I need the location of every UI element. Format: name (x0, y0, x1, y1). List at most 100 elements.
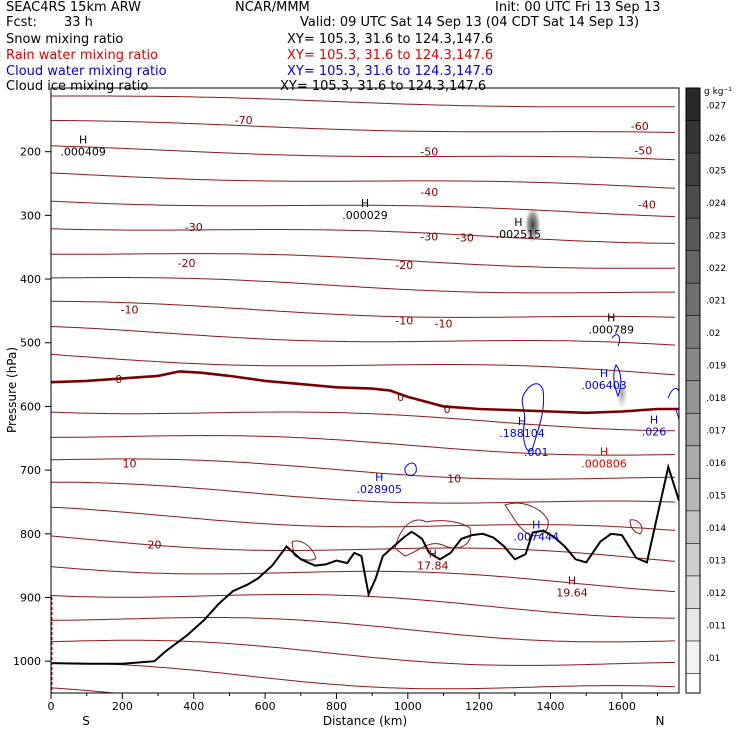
isotherm-line (51, 95, 675, 108)
y-tick-label: 200 (20, 146, 41, 159)
colorbar-tick-label: .014 (706, 524, 726, 534)
cloud-water-shading (615, 377, 628, 410)
colorbar-swatch (686, 88, 700, 121)
field-xy-rain: XY= 105.3, 31.6 to 124.3,147.6 (287, 48, 494, 63)
isotherm-line (51, 434, 676, 456)
maximum-marker: H (514, 216, 522, 229)
temperature-loop (504, 502, 549, 537)
isotherm-label: -70 (235, 114, 253, 127)
isotherm-line (51, 458, 675, 480)
colorbar-tick-label: .016 (706, 459, 726, 469)
isotherm-label: -40 (638, 199, 656, 212)
isotherm-line (51, 687, 119, 693)
colorbar-swatch (686, 575, 700, 609)
colorbar-tick-label: .024 (706, 199, 726, 209)
maximum-value: .007444 (514, 531, 560, 544)
maximum-marker: H (518, 415, 526, 428)
x-tick-label: 400 (183, 700, 204, 713)
isotherm-line (51, 639, 675, 666)
x-end-label-south: S (82, 714, 90, 728)
colorbar-swatch (686, 641, 700, 674)
colorbar-tick-label: .013 (706, 557, 726, 567)
field-name-cloud-ice: Cloud ice mixing ratio (6, 79, 149, 94)
maximum-value: .000409 (60, 145, 106, 158)
isotherm-label: -40 (420, 186, 438, 199)
isotherm-label: 0 (115, 373, 122, 386)
maximum-value: 19.64 (556, 587, 588, 600)
maximum-value: .026 (642, 426, 667, 439)
colorbar-swatch (686, 348, 700, 382)
x-tick-label: 0 (48, 700, 55, 713)
x-axis-label: Distance (km) (323, 714, 407, 728)
x-tick-label: 1600 (608, 700, 636, 713)
isotherm-line (51, 617, 676, 643)
colorbar-tick-label: .021 (706, 296, 726, 306)
x-tick-label: 1200 (465, 700, 493, 713)
colorbar-swatch (686, 445, 700, 479)
maximum-value: .000806 (581, 457, 627, 470)
x-tick-label: 800 (326, 700, 347, 713)
maximum-value: .006403 (581, 379, 627, 392)
isotherm-label: -30 (420, 230, 438, 243)
isotherm-label: 10 (123, 458, 137, 471)
colorbar-swatch (686, 120, 700, 154)
colorbar-swatch (686, 283, 700, 317)
colorbar-swatch (686, 185, 700, 219)
isotherm-line (51, 300, 676, 318)
isotherm-line (51, 326, 676, 346)
freezing-level-line (51, 370, 679, 415)
colorbar-tick-label: .026 (706, 134, 726, 144)
isotherm-label: 0 (397, 391, 404, 404)
temperature-loop (394, 519, 472, 557)
maximum-marker: H (375, 471, 383, 484)
colorbar-swatch (686, 673, 700, 694)
isotherm-line (51, 277, 675, 294)
y-tick-label: 800 (20, 528, 41, 541)
isotherm-line (51, 119, 676, 133)
isotherm-label: -20 (178, 257, 196, 270)
maximum-marker: H (79, 133, 87, 146)
colorbar-tick-label: .015 (706, 492, 726, 502)
field-xy-cloud-ice: XY= 105.3, 31.6 to 124.3,147.6 (280, 79, 487, 94)
colorbar-unit: g kg⁻¹ (704, 87, 732, 97)
x-tick-label: 1400 (537, 700, 565, 713)
cloud-water-contour (613, 364, 622, 398)
isotherm-label: -30 (456, 232, 474, 245)
colorbar-tick-label: .012 (706, 589, 726, 599)
isotherm-line (51, 506, 676, 531)
colorbar-swatch (686, 218, 700, 252)
colorbar-tick-label: .022 (706, 264, 726, 274)
maximum-value: .001 (524, 446, 549, 459)
model-title: SEAC4RS 15km ARW (6, 0, 142, 15)
isotherm-line (51, 172, 676, 189)
isotherm-label: -50 (634, 144, 652, 157)
isotherm-label: 0 (444, 403, 451, 416)
colorbar-tick-label: .018 (706, 394, 726, 404)
colorbar-swatch (686, 478, 700, 512)
colorbar-tick-label: .01 (706, 654, 720, 664)
cloud-water-contour (521, 383, 545, 452)
x-end-label-north: N (656, 714, 665, 728)
isotherm-line (51, 566, 676, 593)
y-axis-label: Pressure (hPa) (5, 347, 19, 433)
maximum-value: 17.84 (417, 559, 449, 572)
field-name-rain: Rain water mixing ratio (6, 48, 159, 63)
colorbar-tick-label: .017 (706, 427, 726, 437)
colorbar-swatch (686, 380, 700, 414)
maximum-value: .000789 (588, 324, 634, 337)
plot-frame (50, 87, 680, 694)
maximum-marker: H (600, 445, 608, 458)
isotherm-line (51, 353, 676, 376)
isotherm-label: 20 (147, 539, 161, 552)
maximum-marker: H (429, 547, 437, 560)
valid-time: Valid: 09 UTC Sat 14 Sep 13 (04 CDT Sat … (300, 15, 640, 30)
field-name-cloud-water: Cloud water mixing ratio (6, 64, 167, 79)
x-tick-label: 600 (255, 700, 276, 713)
cloud-water-contour (404, 462, 417, 476)
colorbar-tick-label: .023 (706, 231, 726, 241)
maximum-marker: H (361, 197, 369, 210)
colorbar-swatch (686, 315, 700, 349)
init-time: Init: 00 UTC Fri 13 Sep 13 (495, 0, 661, 15)
y-tick-label: 300 (20, 209, 41, 222)
y-tick-label: 600 (20, 400, 41, 413)
